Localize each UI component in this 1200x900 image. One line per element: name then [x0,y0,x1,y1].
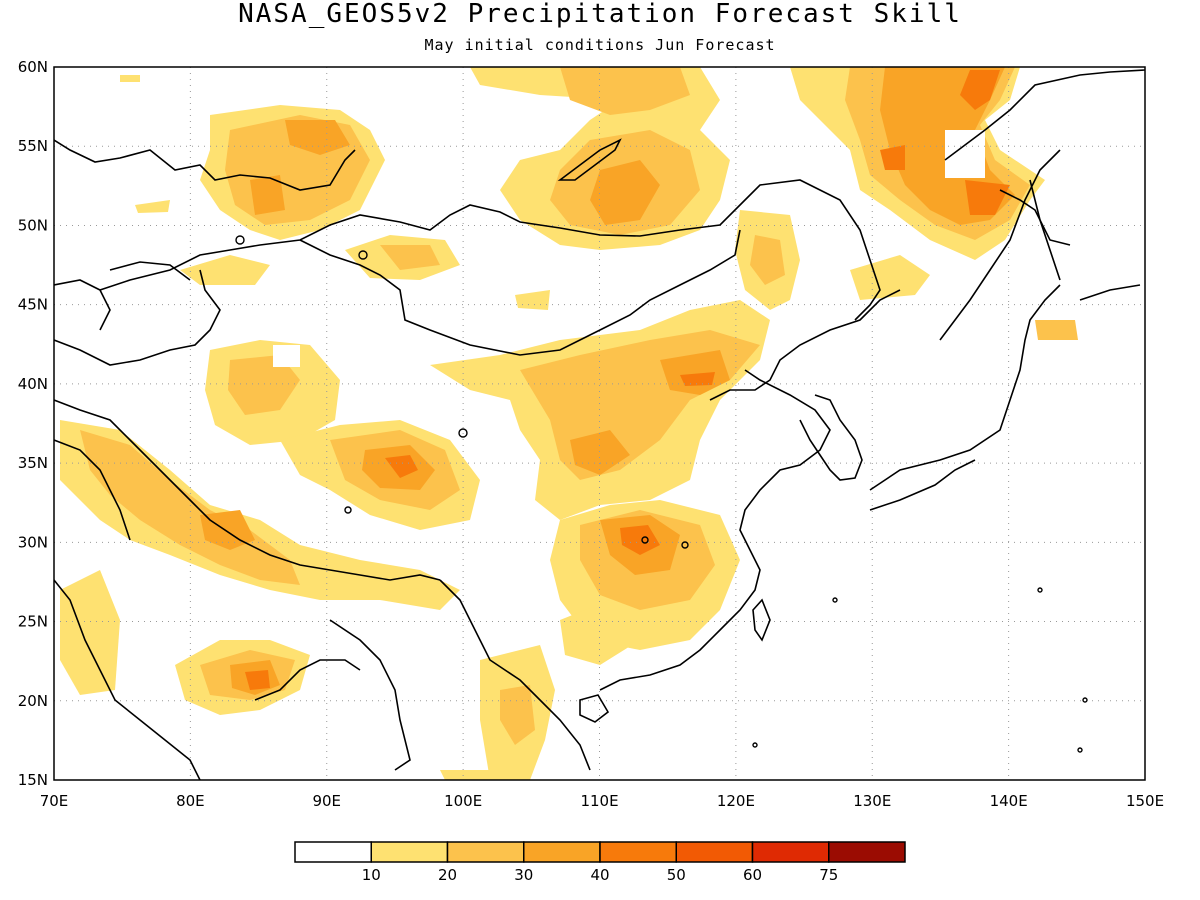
colorbar-swatch [599,841,677,863]
colorbar-label: 10 [362,866,381,884]
skill-patch-indochina-mid [500,685,535,745]
skill-patch-tibet-core [385,455,418,478]
colorbar-label: 30 [514,866,533,884]
lon-tick-label: 130E [853,792,891,810]
skill-patch-bengal-core [245,670,270,690]
skill-patch-himalaya [60,420,460,610]
lat-tick-label: 15N [18,771,48,789]
colorbar-swatch [523,841,601,863]
plot-frame [53,66,1146,781]
colorbar-label: 40 [590,866,609,884]
coastlines-layer [54,69,1145,780]
skill-patch-baikal-high [590,160,660,225]
lat-tick-label: 45N [18,296,48,314]
skill-patch-ne-china [735,210,930,310]
lat-tick-label: 50N [18,216,48,234]
skill-patch-w-siberia-high [250,120,350,215]
lakes-islands-layer [235,235,1088,753]
lat-tick-label: 20N [18,692,48,710]
lon-tick-label: 150E [1126,792,1164,810]
colorbar-label: 60 [743,866,762,884]
skill-patch-yangtze-core [620,525,660,555]
latitude-tick-labels: 15N 20N 25N 30N 35N 40N 45N 50N 55N 60N [18,58,48,789]
plot-area [54,67,1145,780]
lat-tick-label: 25N [18,613,48,631]
skill-patch-w-india [60,570,120,695]
colorbar-swatch [751,841,830,863]
skill-patch-s-china [560,600,640,665]
lat-lon-grid [54,67,1145,780]
lat-tick-label: 40N [18,375,48,393]
lat-tick-label: 35N [18,454,48,472]
skill-patch-ne-siberia-core [880,70,1010,215]
lat-tick-label: 30N [18,533,48,551]
colorbar-swatch [446,841,525,863]
skill-patch-ne-china-mid [750,235,785,285]
colorbar-label: 50 [667,866,686,884]
figure-subtitle: May initial conditions Jun Forecast [424,36,775,54]
colorbar-swatch [828,841,906,863]
colorbar-label: 20 [438,866,457,884]
lon-tick-label: 110E [580,792,618,810]
lon-tick-label: 100E [444,792,482,810]
lon-tick-label: 120E [717,792,755,810]
lon-tick-label: 140E [990,792,1028,810]
skill-patch-tarim-mid [228,355,300,415]
lon-tick-label: 80E [176,792,205,810]
skill-patch-himalaya-mid [80,430,300,585]
skill-patch-baikal-mid [550,67,700,235]
colorbar: 10 20 30 40 50 60 75 [294,841,906,884]
lat-tick-label: 60N [18,58,48,76]
figure-title: NASA_GEOS5v2 Precipitation Forecast Skil… [238,0,962,29]
colorbar-swatch [370,841,449,863]
lon-tick-label: 70E [40,792,69,810]
longitude-tick-labels: 70E 80E 90E 100E 110E 120E 130E 140E 150E [40,792,1164,810]
lon-tick-label: 90E [312,792,341,810]
colorbar-swatch [675,841,754,863]
colorbar-label: 75 [819,866,838,884]
skill-patch-n-china-core [680,372,715,386]
skill-patch-korea-east [1035,320,1078,340]
lat-tick-label: 55N [18,137,48,155]
skill-patch-mongolia-mid [380,245,440,270]
colorbar-swatch [294,841,372,863]
